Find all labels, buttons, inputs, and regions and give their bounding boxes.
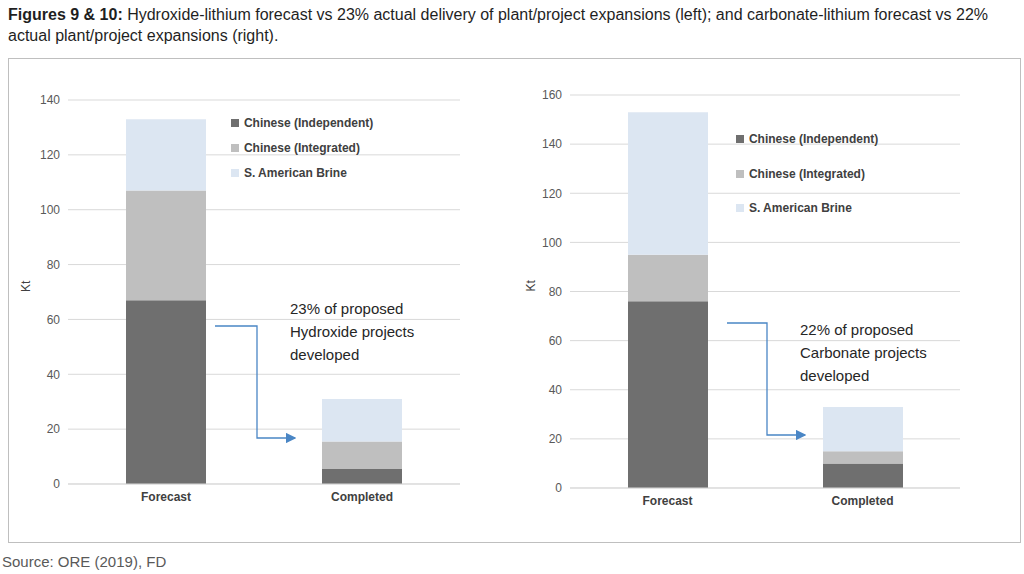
svg-text:Kt: Kt (19, 280, 33, 292)
svg-text:100: 100 (542, 236, 562, 250)
svg-text:40: 40 (47, 368, 61, 382)
svg-text:40: 40 (549, 383, 563, 397)
html-text:Source: ORE (2019), FD: Source: ORE (2019), FD (2, 553, 167, 570)
html-text:developed: developed (290, 346, 360, 363)
svg-text:Forecast: Forecast (141, 490, 191, 504)
html-text:Chinese (Integrated): Chinese (Integrated) (243, 140, 360, 155)
svg-text:140: 140 (542, 137, 562, 151)
svg-text:Completed: Completed (331, 490, 393, 504)
html-text:S. American Brine: S. American Brine (243, 165, 347, 180)
svg-text:120: 120 (40, 148, 60, 162)
svg-text:140: 140 (40, 93, 60, 107)
html-text:S. American Brine: S. American Brine (748, 201, 852, 216)
svg-text:20: 20 (549, 432, 563, 446)
svg-text:20: 20 (47, 422, 61, 436)
html-text:developed: developed (800, 367, 870, 384)
html-text:Chinese (Integrated): Chinese (Integrated) (748, 166, 865, 181)
svg-text:Kt: Kt (524, 279, 538, 291)
svg-text:60: 60 (47, 313, 61, 327)
html-text:Carbonate projects: Carbonate projects (800, 344, 927, 361)
html-text:Chinese (Independent): Chinese (Independent) (243, 115, 374, 130)
svg-text:120: 120 (542, 187, 562, 201)
svg-text:0: 0 (555, 481, 562, 495)
svg-text:80: 80 (47, 258, 61, 272)
svg-text:80: 80 (549, 285, 563, 299)
svg-text:0: 0 (53, 477, 60, 491)
svg-text:Forecast: Forecast (642, 494, 692, 508)
svg-text:60: 60 (549, 334, 563, 348)
svg-text:160: 160 (542, 88, 562, 102)
html-text:Hydroxide projects: Hydroxide projects (290, 323, 415, 340)
html-text:23% of proposed: 23% of proposed (290, 300, 404, 317)
svg-text:Completed: Completed (831, 494, 893, 508)
html-text:22% of proposed: 22% of proposed (800, 321, 914, 338)
svg-text:100: 100 (40, 203, 60, 217)
html-text:Figures 9 & 10: Hydroxide-lith: Figures 9 & 10: Hydroxide-lithium foreca… (8, 6, 988, 44)
html-text:Chinese (Independent): Chinese (Independent) (748, 132, 879, 147)
